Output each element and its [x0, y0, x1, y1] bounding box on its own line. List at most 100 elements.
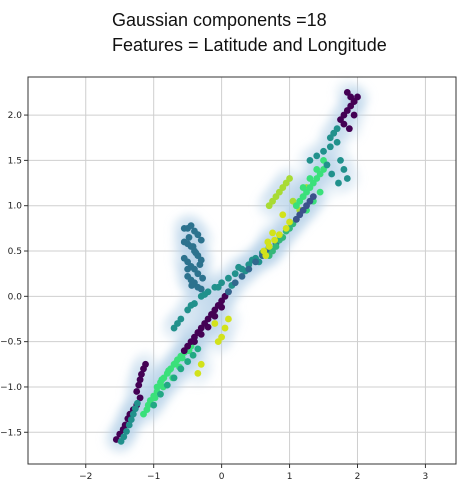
data-point: [187, 222, 195, 230]
data-point: [320, 147, 327, 155]
data-point: [177, 365, 185, 373]
data-point: [204, 323, 212, 331]
y-tick-label: 2.0: [8, 111, 23, 121]
data-point: [138, 370, 145, 378]
data-point: [231, 279, 239, 287]
data-point: [350, 98, 358, 105]
data-point: [197, 360, 205, 368]
data-point: [189, 351, 197, 359]
data-point: [150, 401, 158, 409]
data-point: [211, 320, 219, 327]
data-point: [350, 111, 358, 119]
y-tick-label: −1.0: [0, 383, 22, 393]
data-point: [221, 324, 229, 332]
data-point: [271, 236, 279, 244]
data-point: [340, 120, 348, 128]
y-tick-label: 0.0: [8, 292, 23, 302]
data-point: [316, 188, 324, 196]
data-points: [112, 89, 361, 445]
data-point: [158, 376, 166, 384]
data-point: [194, 369, 202, 377]
x-tick-label: 2: [355, 472, 361, 482]
data-point: [188, 282, 196, 289]
data-point: [264, 238, 272, 246]
data-point: [282, 224, 290, 232]
data-point: [196, 261, 204, 269]
data-point: [260, 247, 268, 255]
data-point: [340, 166, 348, 173]
data-point: [194, 231, 202, 239]
data-point: [191, 338, 198, 346]
data-point: [187, 301, 195, 309]
data-point: [343, 175, 351, 182]
data-point: [225, 288, 232, 296]
data-point: [123, 427, 130, 435]
x-tick-label: −2: [79, 472, 92, 482]
data-point: [323, 161, 331, 169]
y-tick-label: 0.5: [8, 247, 22, 257]
data-point: [225, 315, 232, 323]
x-tick-label: −1: [147, 472, 160, 482]
data-point: [125, 421, 133, 429]
data-point: [170, 374, 178, 382]
data-point: [326, 143, 334, 151]
data-point: [306, 156, 314, 164]
data-point: [286, 218, 293, 226]
data-point: [144, 401, 152, 409]
data-point: [135, 381, 143, 389]
data-point: [129, 410, 137, 418]
axis-ticks: −2 −1 0 1 2 3 −1.5 −1.0 −0.5 0.0 0.5 1.0 1.5 2.0: [0, 111, 428, 482]
data-point: [225, 274, 232, 282]
data-point: [151, 394, 159, 402]
data-point: [333, 138, 341, 146]
data-point: [131, 405, 139, 413]
data-point: [313, 152, 321, 160]
data-point: [136, 376, 144, 384]
data-point: [299, 184, 307, 191]
data-point: [136, 394, 144, 402]
data-point: [194, 345, 202, 353]
x-tick-label: 3: [423, 472, 429, 482]
data-point: [269, 229, 276, 237]
data-point: [174, 320, 181, 327]
grid: [28, 77, 456, 464]
data-point: [252, 258, 259, 266]
data-point: [142, 360, 149, 368]
data-point: [120, 433, 128, 441]
plot-frame: [27, 76, 457, 465]
data-point: [275, 236, 283, 244]
data-point: [197, 236, 205, 244]
data-point: [127, 416, 135, 423]
x-tick-label: 1: [287, 472, 293, 482]
data-point: [199, 274, 206, 282]
data-point: [184, 265, 192, 273]
data-point: [214, 283, 222, 291]
x-tick-label: 0: [219, 472, 225, 482]
y-tick-label: −0.5: [0, 338, 22, 348]
data-point: [306, 175, 314, 182]
data-point: [231, 270, 239, 278]
data-point: [245, 265, 253, 273]
data-point: [133, 388, 141, 395]
data-point: [309, 193, 317, 201]
chart-title-line-1: Gaussian components =18: [112, 10, 327, 30]
data-point: [165, 367, 173, 375]
data-point: [286, 175, 293, 182]
data-point: [218, 333, 226, 341]
data-point: [163, 381, 171, 389]
data-point: [157, 390, 164, 398]
data-point: [184, 358, 192, 365]
y-tick-label: 1.0: [8, 202, 23, 212]
data-point: [201, 291, 209, 298]
chart-title: Gaussian components =18 Features = Latit…: [112, 8, 387, 58]
data-point: [211, 312, 219, 320]
data-point: [133, 399, 141, 407]
data-point: [333, 125, 341, 133]
data-point: [279, 211, 287, 219]
data-point: [185, 234, 193, 241]
data-point: [335, 179, 342, 187]
data-point: [194, 270, 202, 278]
y-tick-label: 1.5: [8, 156, 22, 166]
data-point: [345, 125, 353, 133]
data-point: [328, 170, 336, 178]
